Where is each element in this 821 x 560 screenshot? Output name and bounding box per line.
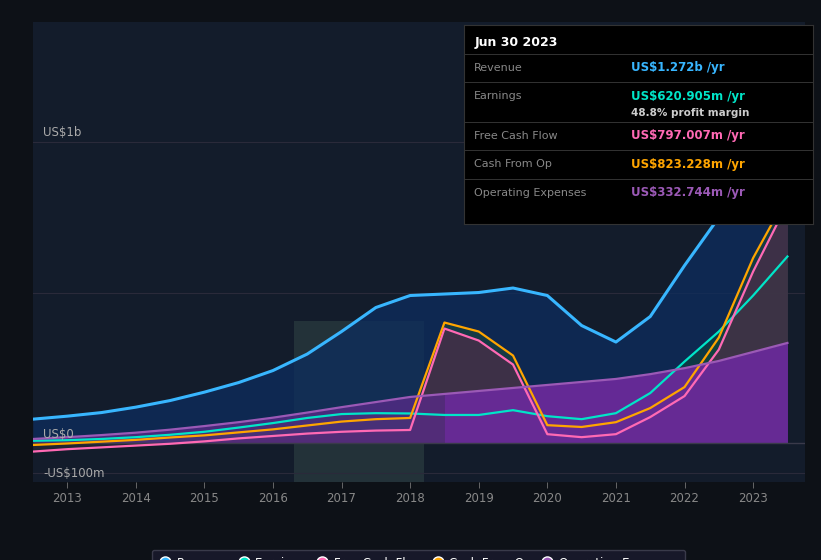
Text: Operating Expenses: Operating Expenses	[475, 188, 587, 198]
Text: US$620.905m /yr: US$620.905m /yr	[631, 90, 745, 102]
Text: US$1.272b /yr: US$1.272b /yr	[631, 61, 725, 74]
Bar	[294, 321, 424, 482]
Text: Free Cash Flow: Free Cash Flow	[475, 131, 558, 141]
Text: Revenue: Revenue	[475, 63, 523, 73]
Text: US$332.744m /yr: US$332.744m /yr	[631, 186, 745, 199]
Text: US$797.007m /yr: US$797.007m /yr	[631, 129, 745, 142]
Text: Jun 30 2023: Jun 30 2023	[475, 36, 557, 49]
Text: Cash From Op: Cash From Op	[475, 160, 553, 169]
Text: Earnings: Earnings	[475, 91, 523, 101]
Text: US$823.228m /yr: US$823.228m /yr	[631, 158, 745, 171]
Text: -US$100m: -US$100m	[44, 467, 104, 480]
Text: US$0: US$0	[44, 428, 74, 441]
Text: US$1b: US$1b	[44, 127, 81, 139]
Legend: Revenue, Earnings, Free Cash Flow, Cash From Op, Operating Expenses: Revenue, Earnings, Free Cash Flow, Cash …	[152, 549, 686, 560]
Text: 48.8% profit margin: 48.8% profit margin	[631, 108, 750, 118]
